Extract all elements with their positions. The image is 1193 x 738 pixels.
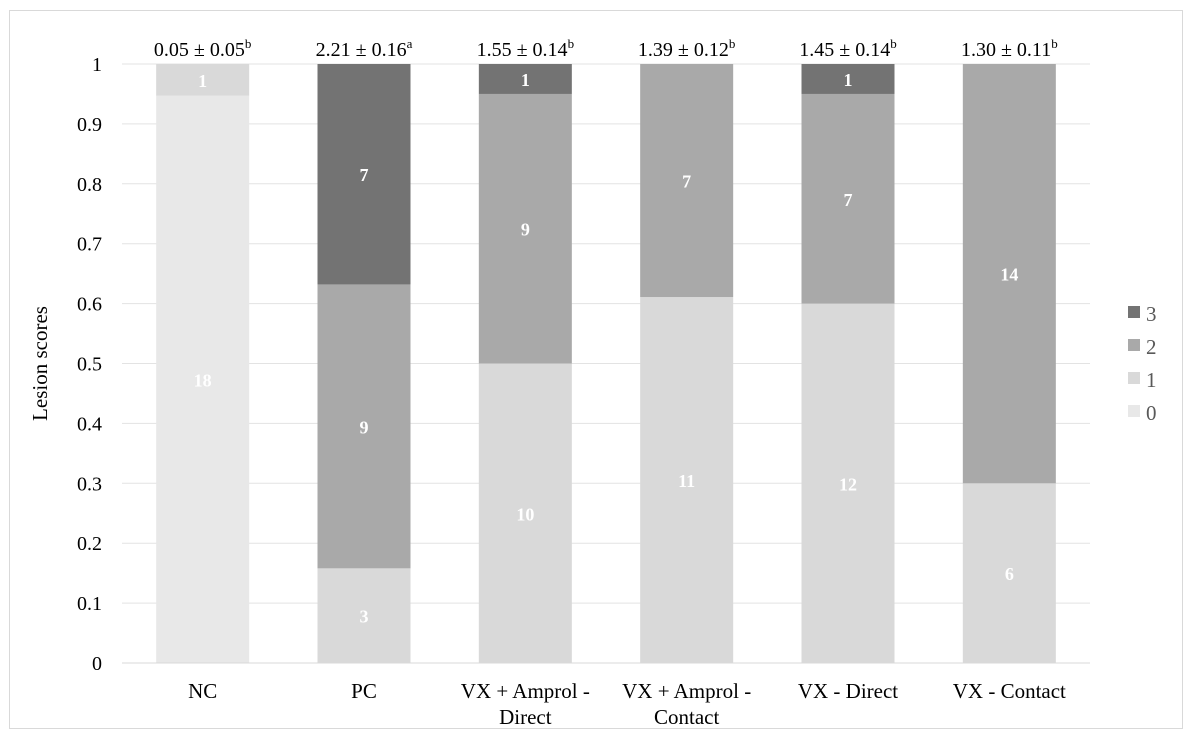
segment-count-label: 1 [198, 71, 207, 91]
y-axis-ticks: 0 0.1 0.2 0.3 0.4 0.5 0.6 0.7 0.8 0.9 1 [77, 54, 102, 675]
mean-score-value: 1.30 ± 0.11 [961, 39, 1051, 61]
bar-segment-score-1 [317, 568, 411, 663]
bar-segment-score-1 [962, 483, 1056, 663]
legend-swatch [1128, 339, 1140, 351]
legend-swatch [1128, 372, 1140, 384]
bar-segment-score-3 [801, 64, 895, 94]
segment-count-label: 1 [521, 70, 530, 90]
bar-segment-score-2 [317, 284, 411, 569]
bar-segment-score-1 [156, 64, 250, 96]
segment-count-label: 7 [844, 190, 853, 210]
legend: 3 2 1 0 [1128, 302, 1157, 425]
mean-score-label: 1.45 ± 0.14b [799, 36, 896, 61]
x-tick-label: VX - Direct [798, 679, 898, 703]
bar-segment-score-2 [801, 93, 895, 304]
legend-swatch [1128, 405, 1140, 417]
y-tick-label: 0.4 [77, 413, 102, 435]
x-tick-label: NC [188, 679, 217, 703]
significance-letter: b [729, 36, 736, 51]
bar-segment-score-0 [156, 95, 250, 663]
significance-letter: a [407, 36, 413, 51]
segment-count-label: 3 [360, 607, 369, 627]
mean-labels: 0.05 ± 0.05b 2.21 ± 0.16a 1.55 ± 0.14b 1.39… [154, 36, 1058, 61]
segment-count-label: 9 [360, 417, 369, 437]
mean-score-label: 2.21 ± 0.16a [316, 36, 413, 61]
y-tick-label: 0.8 [77, 174, 102, 196]
mean-score-value: 0.05 ± 0.05 [154, 39, 245, 61]
bar-segment-score-2 [962, 64, 1056, 484]
x-tick-label: VX + Amprol - [461, 679, 590, 703]
y-tick-label: 0.6 [77, 294, 102, 316]
bar-segment-score-2 [478, 93, 572, 364]
legend-label: 1 [1146, 368, 1157, 392]
x-tick-label: Direct [499, 705, 552, 729]
segment-count-label: 1 [844, 70, 853, 90]
x-tick-label: PC [351, 679, 377, 703]
mean-score-value: 1.55 ± 0.14 [477, 39, 568, 61]
x-tick-label: VX + Amprol - [622, 679, 751, 703]
y-axis-title: Lesion scores [28, 306, 52, 421]
legend-label: 3 [1146, 302, 1157, 326]
significance-letter: b [1051, 36, 1058, 51]
y-tick-label: 0.9 [77, 114, 102, 136]
legend-swatch [1128, 306, 1140, 318]
mean-score-value: 2.21 ± 0.16 [316, 39, 407, 61]
y-tick-label: 0.2 [77, 533, 102, 555]
bar-segment-score-3 [317, 64, 411, 285]
mean-score-label: 1.39 ± 0.12b [638, 36, 735, 61]
segment-count-label: 11 [678, 471, 695, 491]
y-tick-label: 0.5 [77, 354, 102, 376]
segment-count-label: 10 [516, 504, 534, 524]
y-tick-label: 0.7 [77, 234, 102, 256]
x-tick-label: VX - Contact [953, 679, 1066, 703]
segment-count-label: 6 [1005, 564, 1014, 584]
bar-segment-score-1 [801, 303, 895, 663]
legend-label: 0 [1146, 401, 1157, 425]
mean-score-label: 0.05 ± 0.05b [154, 36, 251, 61]
y-tick-label: 1 [92, 54, 102, 76]
y-tick-label: 0 [92, 653, 102, 675]
bar-segment-score-1 [478, 363, 572, 663]
mean-score-label: 1.55 ± 0.14b [477, 36, 574, 61]
legend-label: 2 [1146, 335, 1157, 359]
y-tick-label: 0.1 [77, 593, 102, 615]
segment-count-label: 7 [682, 172, 691, 192]
segment-count-label: 14 [1000, 265, 1018, 285]
segment-count-label: 18 [194, 370, 212, 390]
x-tick-label: Contact [654, 705, 719, 729]
gridlines [122, 63, 1090, 604]
significance-letter: b [245, 36, 252, 51]
segment-count-label: 12 [839, 474, 857, 494]
mean-score-value: 1.45 ± 0.14 [799, 39, 890, 61]
bar-segment-score-3 [478, 64, 572, 94]
significance-letter: b [890, 36, 897, 51]
mean-score-value: 1.39 ± 0.12 [638, 39, 729, 61]
segment-count-label: 9 [521, 220, 530, 240]
mean-score-label: 1.30 ± 0.11b [961, 36, 1058, 61]
significance-letter: b [568, 36, 575, 51]
bar-segment-score-1 [640, 297, 734, 663]
chart-frame [9, 10, 1183, 729]
segment-count-label: 7 [360, 165, 369, 185]
y-tick-label: 0.3 [77, 473, 102, 495]
bar-segment-score-2 [640, 64, 734, 298]
